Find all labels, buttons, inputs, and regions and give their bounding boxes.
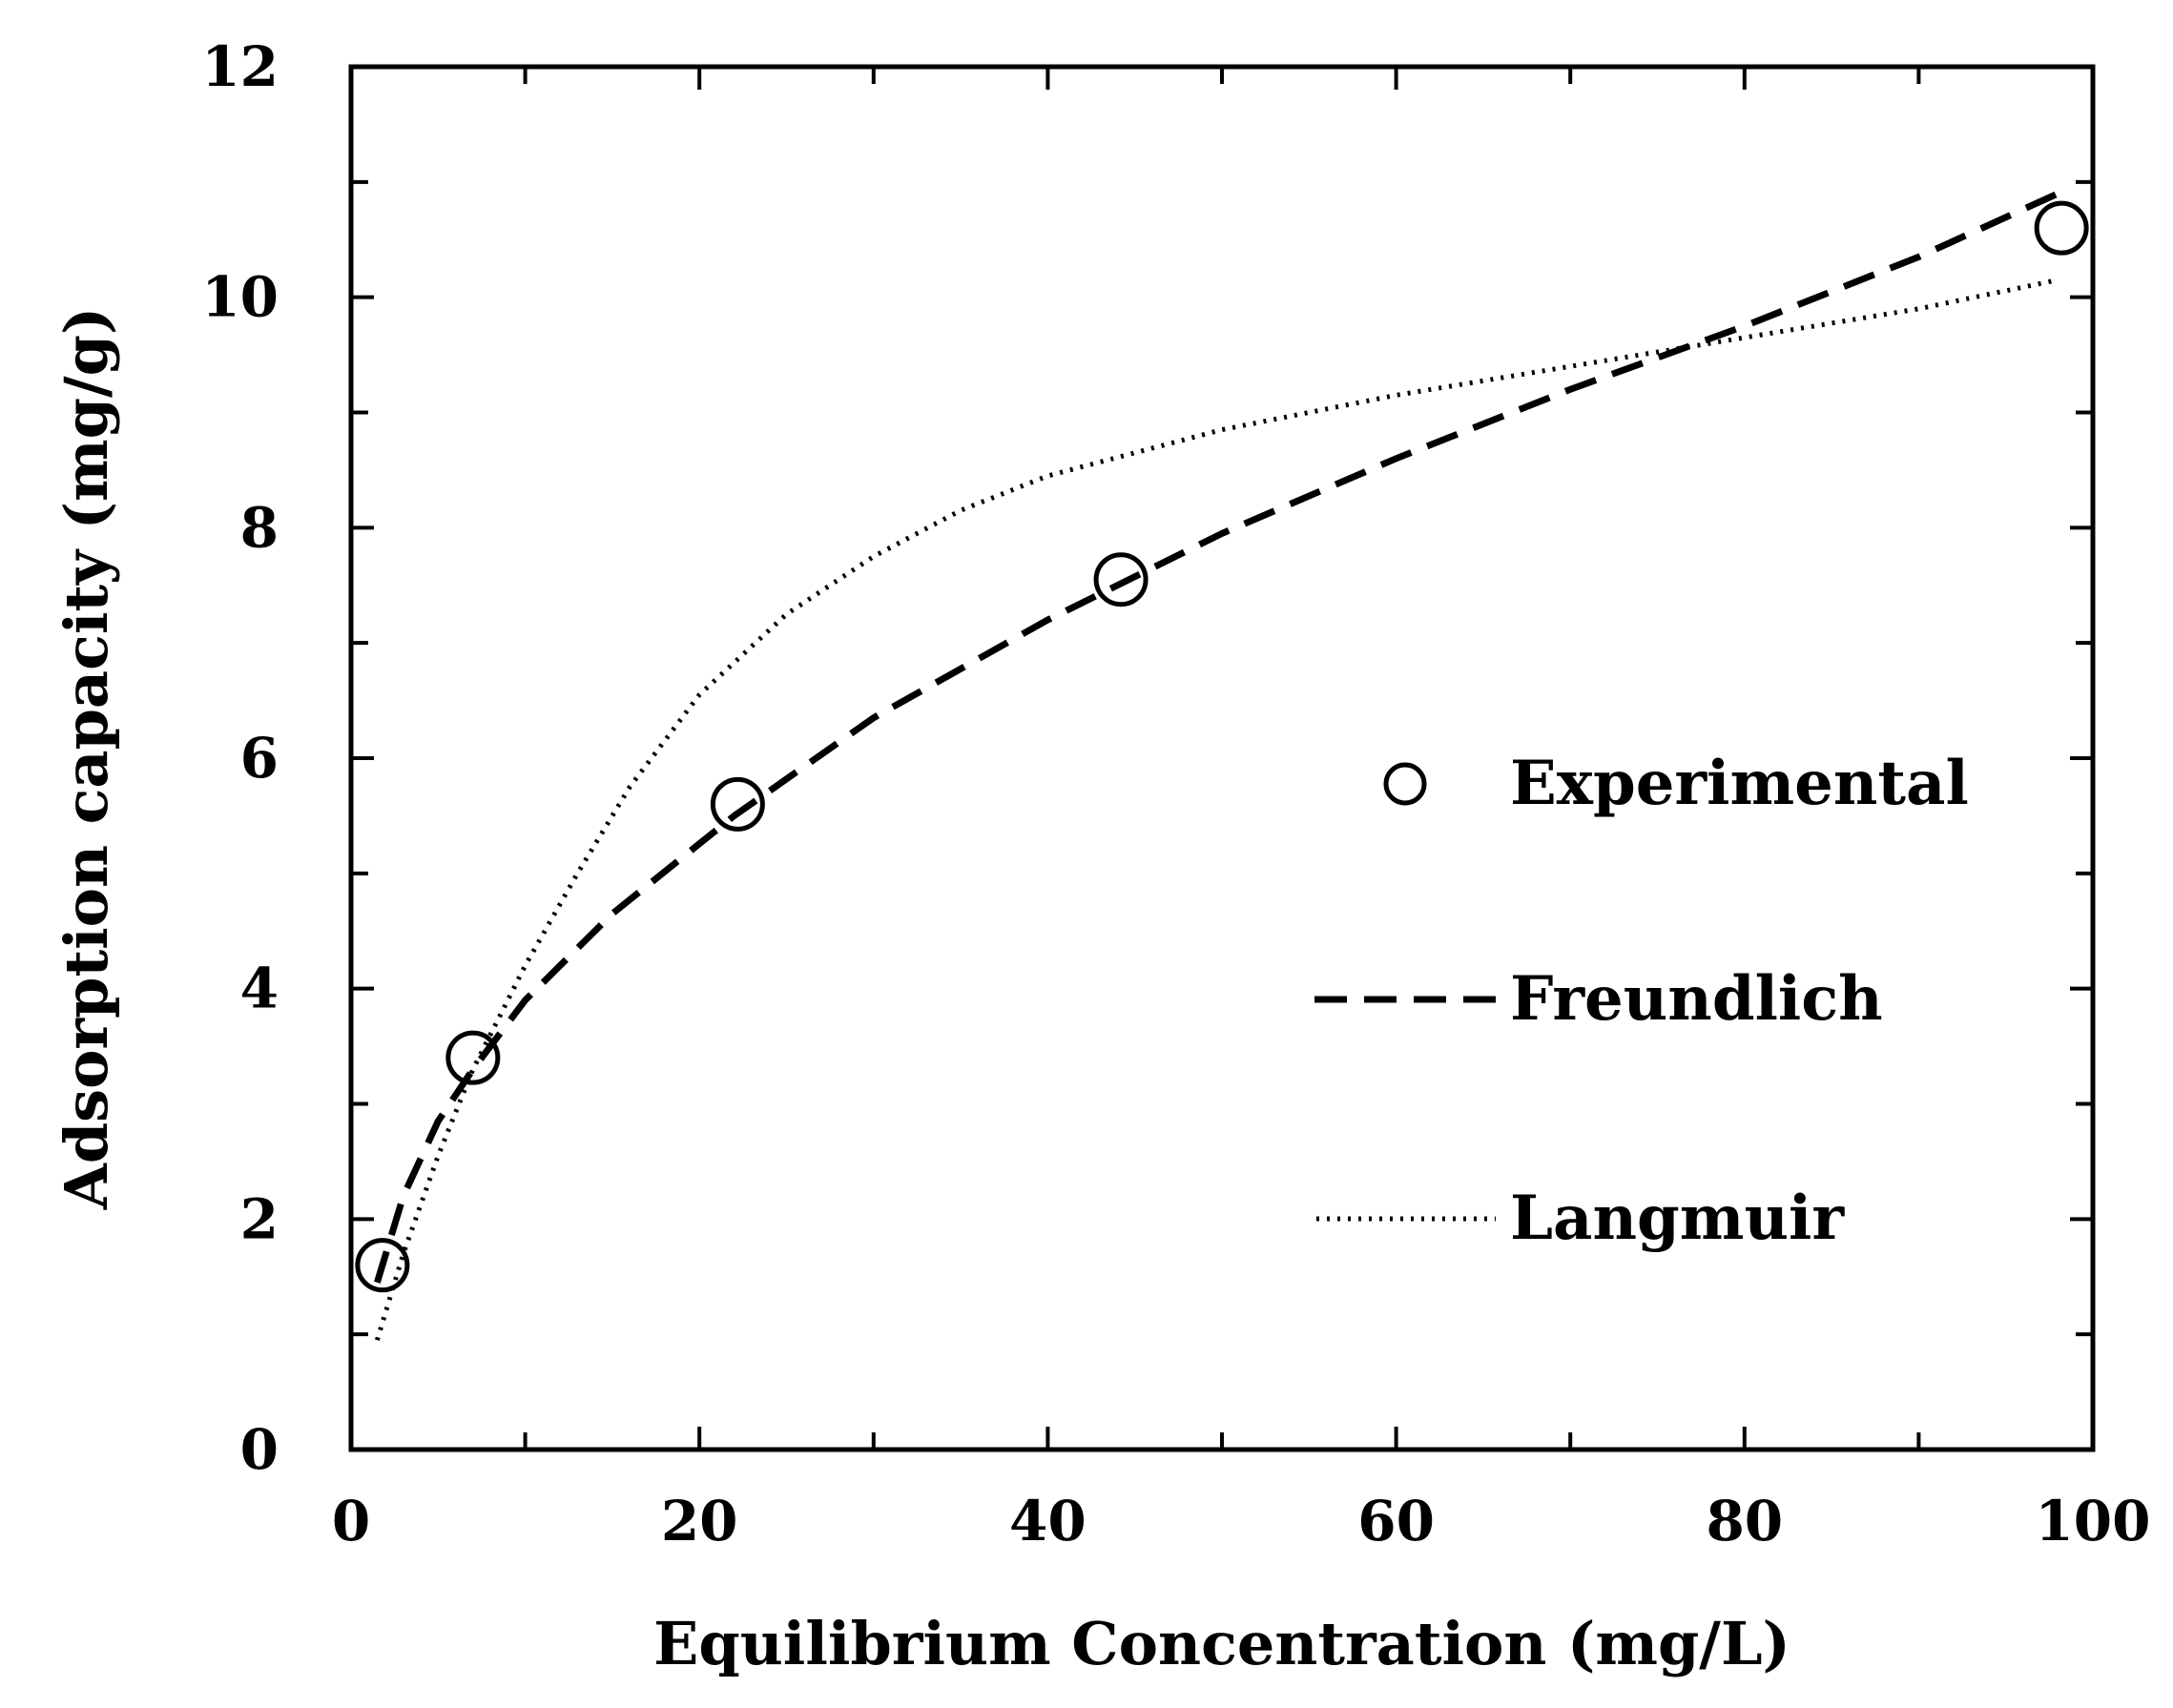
legend: Experimental Freundlich Langmuir — [1314, 748, 1969, 1254]
y-tick-label: 8 — [240, 495, 279, 560]
axis-tick-labels: 0 20 40 60 80 100 0 2 4 6 8 10 12 — [201, 34, 2150, 1554]
legend-freundlich-label: Freundlich — [1510, 963, 1883, 1035]
y-tick-label: 6 — [240, 726, 279, 791]
experimental-point — [355, 1238, 410, 1293]
y-tick-label: 12 — [201, 34, 279, 99]
experimental-point — [710, 776, 765, 832]
legend-experimental-marker — [1383, 762, 1427, 806]
x-tick-label: 20 — [661, 1489, 738, 1554]
experimental-point — [1093, 552, 1149, 607]
y-tick-label: 2 — [240, 1186, 279, 1251]
x-tick-label: 40 — [1009, 1489, 1086, 1554]
x-axis-title: Equilibrium Concentration (mg/L) — [653, 1609, 1790, 1678]
experimental-point — [445, 1030, 501, 1085]
y-tick-label: 4 — [240, 957, 279, 1021]
y-axis-title: Adsorption capacity (mg/g) — [52, 307, 121, 1211]
x-tick-label: 80 — [1706, 1489, 1783, 1554]
legend-experimental-label: Experimental — [1510, 748, 1969, 819]
x-tick-label: 60 — [1357, 1489, 1435, 1554]
y-tick-label: 0 — [240, 1417, 279, 1482]
experimental-point — [2034, 200, 2089, 256]
x-tick-label: 0 — [332, 1489, 370, 1554]
y-tick-label: 10 — [201, 265, 279, 330]
legend-langmuir-label: Langmuir — [1510, 1183, 1845, 1254]
freundlich-curve — [374, 190, 2059, 1284]
axis-ticks — [349, 65, 2095, 1451]
x-tick-label: 100 — [2035, 1489, 2150, 1554]
data-series — [355, 190, 2089, 1341]
